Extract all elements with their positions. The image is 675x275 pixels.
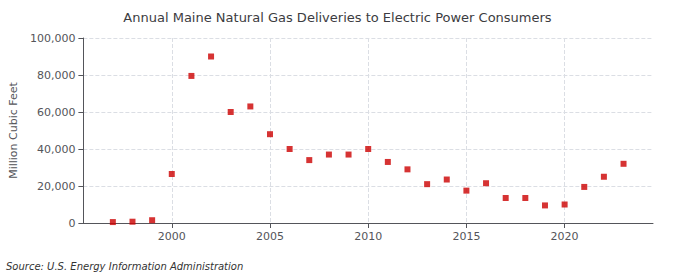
svg-text:Annual Maine Natural Gas Deliv: Annual Maine Natural Gas Deliveries to E… bbox=[123, 10, 552, 25]
svg-text:100,000: 100,000 bbox=[30, 32, 76, 45]
svg-text:2000: 2000 bbox=[158, 230, 186, 243]
svg-text:40,000: 40,000 bbox=[37, 143, 76, 156]
svg-text:2015: 2015 bbox=[452, 230, 480, 243]
svg-text:80,000: 80,000 bbox=[37, 69, 76, 82]
svg-text:2010: 2010 bbox=[354, 230, 382, 243]
svg-text:Source: U.S. Energy Informatio: Source: U.S. Energy Information Administ… bbox=[6, 261, 243, 272]
svg-text:60,000: 60,000 bbox=[37, 106, 76, 119]
svg-text:Million Cubic Feet: Million Cubic Feet bbox=[7, 81, 20, 178]
svg-text:20,000: 20,000 bbox=[37, 180, 76, 193]
svg-text:2005: 2005 bbox=[256, 230, 284, 243]
svg-text:2020: 2020 bbox=[551, 230, 579, 243]
svg-text:0: 0 bbox=[68, 217, 75, 230]
